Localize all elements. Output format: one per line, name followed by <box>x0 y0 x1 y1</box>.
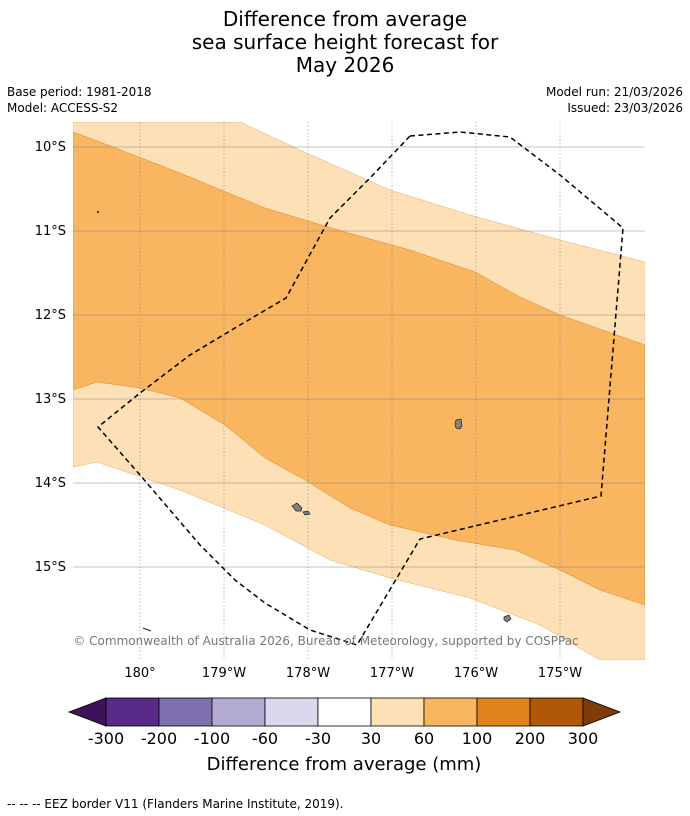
colorbar-swatch <box>476 697 531 727</box>
colorbar-swatch <box>158 697 213 727</box>
meta-left: Base period: 1981-2018 Model: ACCESS-S2 <box>7 84 152 116</box>
title-line-3: May 2026 <box>295 53 395 77</box>
colorbar-swatch <box>423 697 478 727</box>
island-swains <box>454 418 463 430</box>
colorbar-tick-label: 60 <box>414 729 434 748</box>
land-masses <box>96 210 512 632</box>
reef-line <box>142 627 152 632</box>
colorbar-tick-label: -200 <box>141 729 177 748</box>
lat-label: 10°S <box>35 140 66 155</box>
lon-axis: 180° 179°W 178°W 177°W 176°W 175°W <box>124 666 582 681</box>
issued-date: Issued: 23/03/2026 <box>567 101 683 115</box>
lon-label: 175°W <box>538 666 582 681</box>
island-south <box>503 614 512 623</box>
colorbar-swatch <box>370 697 425 727</box>
colorbar-swatch <box>211 697 266 727</box>
island-west-a <box>291 502 303 512</box>
graticule <box>73 122 645 660</box>
lat-label: 14°S <box>35 476 66 491</box>
colorbar-label: Difference from average (mm) <box>207 754 482 775</box>
lon-label: 176°W <box>454 666 498 681</box>
eez-footnote: -- -- -- EEZ border V11 (Flanders Marine… <box>7 797 344 811</box>
chart-title: Difference from average sea surface heig… <box>0 8 690 77</box>
lon-label: 180° <box>124 666 155 681</box>
meta-right: Model run: 21/03/2026 Issued: 23/03/2026 <box>546 84 683 116</box>
colorbar-tick-label: -60 <box>252 729 278 748</box>
lon-label: 179°W <box>202 666 246 681</box>
colorbar-tick-label: 30 <box>361 729 381 748</box>
colorbar-swatch <box>264 697 319 727</box>
colorbar-swatch <box>529 697 584 727</box>
lat-label: 15°S <box>35 560 66 575</box>
title-line-2: sea surface height forecast for <box>191 30 499 54</box>
model-name: Model: ACCESS-S2 <box>7 101 119 115</box>
island-tiny <box>96 210 100 214</box>
colorbar-tick-label: -30 <box>305 729 331 748</box>
lon-label: 178°W <box>286 666 330 681</box>
island-west-b <box>302 510 311 516</box>
colorbar-extend-high <box>582 697 622 727</box>
base-period: Base period: 1981-2018 <box>7 85 152 99</box>
colorbar-tick-label: 200 <box>515 729 546 748</box>
lat-label: 13°S <box>35 392 66 407</box>
title-line-1: Difference from average <box>222 7 468 31</box>
lon-label: 177°W <box>370 666 414 681</box>
colorbar: -300 -200 -100 -60 -30 30 60 100 200 300 <box>67 697 622 748</box>
colorbar-tick-label: 100 <box>462 729 493 748</box>
colorbar-tick-label: 300 <box>568 729 599 748</box>
colorbar-extend-low <box>67 697 107 727</box>
model-run: Model run: 21/03/2026 <box>545 85 683 99</box>
copyright-notice: © Commonwealth of Australia 2026, Bureau… <box>73 634 578 648</box>
eez-border <box>96 131 624 646</box>
colorbar-swatch <box>317 697 372 727</box>
colorbar-tick-label: -100 <box>194 729 230 748</box>
colorbar-swatch <box>105 697 160 727</box>
map-area: © Commonwealth of Australia 2026, Bureau… <box>73 122 645 660</box>
lat-label: 12°S <box>35 308 66 323</box>
colorbar-tick-label: -300 <box>88 729 124 748</box>
lat-label: 11°S <box>35 224 66 239</box>
lat-axis: 10°S 11°S 12°S 13°S 14°S 15°S <box>35 140 66 575</box>
